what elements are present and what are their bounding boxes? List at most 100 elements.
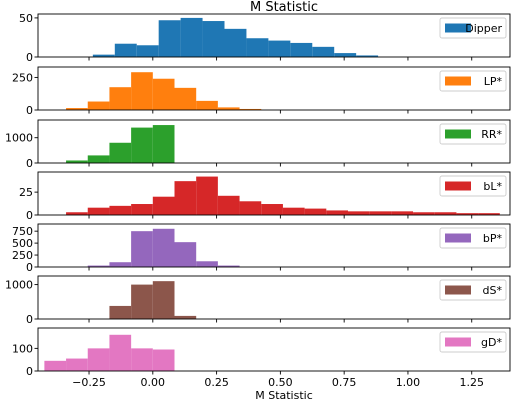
- legend-label: bP*: [483, 232, 503, 245]
- bars: [66, 176, 500, 215]
- legend-swatch: [445, 76, 471, 86]
- bar: [152, 78, 175, 110]
- panel-frame: [37, 327, 511, 372]
- legend-box: [439, 70, 507, 92]
- bar: [109, 87, 132, 110]
- bar: [87, 265, 110, 267]
- legend-swatch: [445, 233, 471, 243]
- bar: [131, 127, 153, 163]
- bar: [261, 204, 283, 215]
- x-tick-label: 0.25: [204, 376, 229, 389]
- bar: [202, 21, 225, 57]
- bar: [66, 160, 88, 163]
- y-tick-label: 500: [12, 237, 33, 250]
- bar: [196, 261, 218, 267]
- legend-box: [439, 17, 507, 39]
- legend-box: [439, 331, 507, 353]
- legend-box: [439, 123, 507, 145]
- bar: [246, 38, 269, 57]
- x-axis-label: M Statistic: [255, 389, 313, 402]
- bar: [109, 205, 132, 215]
- bar: [109, 142, 132, 163]
- bar: [109, 334, 132, 371]
- y-tick-label: 750: [12, 225, 33, 238]
- x-tick-label: 0.75: [332, 376, 357, 389]
- y-tick-label: 0: [26, 51, 33, 64]
- bar: [152, 349, 175, 371]
- bar: [87, 207, 110, 215]
- bar: [87, 155, 110, 163]
- bar: [174, 315, 197, 319]
- bar: [217, 107, 240, 110]
- panel-ds-star: 0 1000 dS*: [5, 275, 511, 326]
- x-tick-label: −0.25: [72, 376, 106, 389]
- bar: [114, 43, 137, 57]
- bar: [413, 212, 435, 215]
- bar: [268, 40, 291, 57]
- bars: [92, 17, 379, 57]
- bar: [87, 348, 110, 371]
- legend-swatch: [445, 181, 471, 191]
- panel-gd-star: 0 100 gD*: [12, 327, 511, 378]
- bar: [152, 228, 175, 267]
- y-tick-label: 100: [12, 342, 33, 355]
- bar: [391, 211, 414, 215]
- y-tick-label: 0: [26, 313, 33, 326]
- bar: [478, 213, 500, 215]
- legend-box: [439, 279, 507, 301]
- panel-frame: [37, 119, 511, 164]
- y-tick-label: 0: [26, 157, 33, 170]
- legend: gD*: [439, 331, 507, 353]
- x-tick-label: 1.00: [396, 376, 421, 389]
- x-tick-label: 0.00: [141, 376, 166, 389]
- bar: [282, 207, 305, 215]
- bar: [174, 242, 197, 267]
- y-tick-label: 25: [19, 186, 33, 199]
- legend-label: RR*: [481, 128, 502, 141]
- bar: [224, 28, 247, 57]
- chart-title: M Statistic: [250, 0, 318, 15]
- bar: [304, 208, 327, 215]
- y-tick-label: 250: [12, 249, 33, 262]
- legend: bL*: [439, 175, 507, 197]
- bar: [109, 305, 132, 319]
- bar: [356, 55, 379, 57]
- panel-lp-star: 0 250 LP*: [12, 66, 511, 117]
- bar: [109, 262, 132, 267]
- x-axis: −0.25 0.00 0.25 0.50 0.75 1.00 1.25: [72, 376, 484, 389]
- bar: [312, 46, 335, 57]
- bars: [44, 334, 175, 371]
- bar: [131, 284, 153, 319]
- legend-label: dS*: [483, 284, 503, 297]
- bar: [131, 231, 153, 267]
- bar: [369, 211, 392, 215]
- panel-rr-star: 0 1000 RR*: [5, 119, 511, 170]
- legend-label: Dipper: [465, 22, 502, 35]
- bars: [66, 72, 262, 110]
- y-tick-label: 50: [19, 12, 33, 25]
- legend-box: [439, 175, 507, 197]
- bar: [131, 72, 153, 110]
- x-tick-label: 1.25: [459, 376, 484, 389]
- bar: [196, 100, 218, 110]
- bar: [196, 176, 218, 215]
- legend-label: bL*: [483, 180, 502, 193]
- bar: [152, 281, 175, 319]
- bar: [239, 201, 262, 215]
- bar: [174, 181, 197, 215]
- bar: [217, 195, 240, 215]
- bar: [217, 265, 240, 267]
- bar: [180, 17, 203, 57]
- bar: [87, 101, 110, 110]
- x-tick-label: 0.50: [268, 376, 293, 389]
- panel-bl-star: 0 25 bL*: [19, 171, 511, 222]
- panel-frame: [37, 171, 511, 216]
- legend-swatch: [445, 129, 471, 139]
- bar: [326, 210, 348, 215]
- legend-label: gD*: [481, 336, 502, 349]
- y-tick-label: 0: [26, 104, 33, 117]
- bars: [109, 281, 197, 319]
- bar: [434, 212, 457, 215]
- legend-swatch: [445, 23, 471, 33]
